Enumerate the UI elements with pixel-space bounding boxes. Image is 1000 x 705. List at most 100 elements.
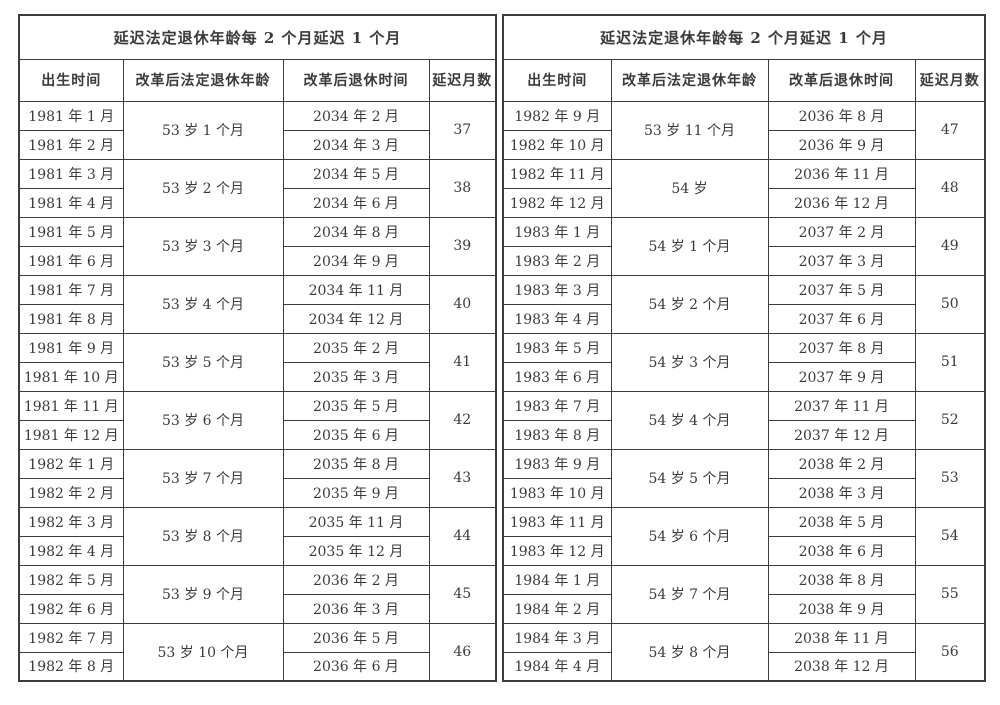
birth-cell: 1981 年 4 月 [18,187,124,218]
retire-cell: 2035 年 8 月 [282,448,430,479]
table-row: 1982 年 9 月 53 岁 11 个月 2036 年 8 月 47 [502,100,986,160]
delay-cell: 41 [428,332,497,392]
table-row: 1982 年 4 月 2035 年 12 月 [18,535,496,566]
age-cell: 54 岁 8 个月 [610,622,769,682]
table-row: 1984 年 3 月 54 岁 8 个月 2038 年 11 月 56 [502,622,986,682]
table-row: 1982 年 8 月 2036 年 6 月 [18,651,496,682]
table-row: 1983 年 3 月 54 岁 2 个月 2037 年 5 月 50 [502,274,986,334]
retire-cell: 2038 年 5 月 [767,506,916,537]
birth-cell: 1982 年 10 月 [502,129,612,160]
delay-cell: 46 [428,622,497,682]
table-row: 1981 年 9 月 53 岁 5 个月 2035 年 2 月 41 [18,332,497,392]
birth-cell: 1982 年 12 月 [502,187,612,218]
table-row: 1981 年 4 月 2034 年 6 月 [18,187,496,218]
delay-cell: 40 [428,274,497,334]
age-cell: 53 岁 5 个月 [122,332,284,392]
table-row: 1983 年 5 月 54 岁 3 个月 2037 年 8 月 51 [502,332,986,392]
birth-cell: 1983 年 2 月 [502,245,612,276]
delay-cell: 54 [914,506,986,566]
birth-cell: 1983 年 6 月 [502,361,612,392]
birth-cell: 1983 年 1 月 [502,216,612,247]
table-body: 1982 年 9 月 53 岁 11 个月 2036 年 8 月 47 1982 年 1… [502,100,986,682]
table-row: 1981 年 6 月 2034 年 9 月 [18,245,496,276]
table-head: 延迟法定退休年龄每 2 个月延迟 1 个月 出生时间 改革后法定退休年龄 改革后… [502,14,986,102]
birth-cell: 1983 年 8 月 [502,419,612,450]
retire-cell: 2035 年 3 月 [282,361,430,392]
retire-cell: 2037 年 12 月 [767,419,916,450]
retire-cell: 2037 年 2 月 [767,216,916,247]
column-header-age: 改革后法定退休年龄 [610,58,769,102]
column-header-delay: 延迟月数 [914,58,986,102]
column-header-delay: 延迟月数 [428,58,497,102]
table-row: 1982 年 3 月 53 岁 8 个月 2035 年 11 月 44 [18,506,497,566]
retire-cell: 2034 年 2 月 [282,100,430,131]
retire-cell: 2036 年 9 月 [767,129,916,160]
column-header-retire: 改革后退休时间 [767,58,916,102]
delay-cell: 50 [914,274,986,334]
birth-cell: 1982 年 4 月 [18,535,124,566]
birth-cell: 1982 年 6 月 [18,593,124,624]
retire-cell: 2035 年 9 月 [282,477,430,508]
column-header-birth: 出生时间 [18,58,124,102]
delay-cell: 48 [914,158,986,218]
retire-cell: 2035 年 2 月 [282,332,430,363]
retire-cell: 2037 年 9 月 [767,361,916,392]
age-cell: 54 岁 5 个月 [610,448,769,508]
birth-cell: 1981 年 2 月 [18,129,124,160]
table-row: 1982 年 5 月 53 岁 9 个月 2036 年 2 月 45 [18,564,497,624]
age-cell: 53 岁 9 个月 [122,564,284,624]
delay-cell: 45 [428,564,497,624]
age-cell: 53 岁 11 个月 [610,100,769,160]
retire-cell: 2034 年 5 月 [282,158,430,189]
retire-cell: 2036 年 8 月 [767,100,916,131]
delay-cell: 53 [914,448,986,508]
age-cell: 53 岁 3 个月 [122,216,284,276]
retire-cell: 2038 年 11 月 [767,622,916,653]
table-row: 1981 年 11 月 53 岁 6 个月 2035 年 5 月 42 [18,390,497,450]
table-row: 1983 年 2 月 2037 年 3 月 [502,245,985,276]
column-header-row: 出生时间 改革后法定退休年龄 改革后退休时间 延迟月数 [18,58,497,102]
table-row: 1981 年 3 月 53 岁 2 个月 2034 年 5 月 38 [18,158,497,218]
table-row: 1983 年 7 月 54 岁 4 个月 2037 年 11 月 52 [502,390,986,450]
retire-cell: 2034 年 8 月 [282,216,430,247]
retire-cell: 2034 年 12 月 [282,303,430,334]
delay-cell: 38 [428,158,497,218]
table-row: 1982 年 7 月 53 岁 10 个月 2036 年 5 月 46 [18,622,497,682]
column-header-retire: 改革后退休时间 [282,58,430,102]
retirement-table-right: 延迟法定退休年龄每 2 个月延迟 1 个月 出生时间 改革后法定退休年龄 改革后… [502,14,987,682]
birth-cell: 1981 年 6 月 [18,245,124,276]
retire-cell: 2034 年 3 月 [282,129,430,160]
table-row: 1982 年 1 月 53 岁 7 个月 2035 年 8 月 43 [18,448,497,508]
age-cell: 53 岁 1 个月 [122,100,284,160]
table-row: 1981 年 8 月 2034 年 12 月 [18,303,496,334]
age-cell: 54 岁 6 个月 [610,506,769,566]
table-row: 1983 年 8 月 2037 年 12 月 [502,419,985,450]
birth-cell: 1983 年 9 月 [502,448,612,479]
title-row: 延迟法定退休年龄每 2 个月延迟 1 个月 [502,14,986,60]
table-title: 延迟法定退休年龄每 2 个月延迟 1 个月 [502,14,986,60]
table-row: 1981 年 10 月 2035 年 3 月 [18,361,496,392]
birth-cell: 1981 年 10 月 [18,361,124,392]
table-row: 1983 年 6 月 2037 年 9 月 [502,361,985,392]
birth-cell: 1982 年 3 月 [18,506,124,537]
age-cell: 54 岁 3 个月 [610,332,769,392]
table-head: 延迟法定退休年龄每 2 个月延迟 1 个月 出生时间 改革后法定退休年龄 改革后… [18,14,497,102]
retire-cell: 2034 年 9 月 [282,245,430,276]
birth-cell: 1984 年 4 月 [502,651,612,682]
delay-cell: 52 [914,390,986,450]
delay-cell: 56 [914,622,986,682]
retire-cell: 2037 年 8 月 [767,332,916,363]
birth-cell: 1982 年 8 月 [18,651,124,682]
table-row: 1983 年 11 月 54 岁 6 个月 2038 年 5 月 54 [502,506,986,566]
retire-cell: 2035 年 6 月 [282,419,430,450]
birth-cell: 1981 年 8 月 [18,303,124,334]
birth-cell: 1983 年 5 月 [502,332,612,363]
birth-cell: 1983 年 10 月 [502,477,612,508]
delay-cell: 51 [914,332,986,392]
table-row: 1981 年 1 月 53 岁 1 个月 2034 年 2 月 37 [18,100,497,160]
table-row: 1984 年 1 月 54 岁 7 个月 2038 年 8 月 55 [502,564,986,624]
retire-cell: 2034 年 6 月 [282,187,430,218]
birth-cell: 1981 年 7 月 [18,274,124,305]
retire-cell: 2035 年 11 月 [282,506,430,537]
retire-cell: 2038 年 9 月 [767,593,916,624]
